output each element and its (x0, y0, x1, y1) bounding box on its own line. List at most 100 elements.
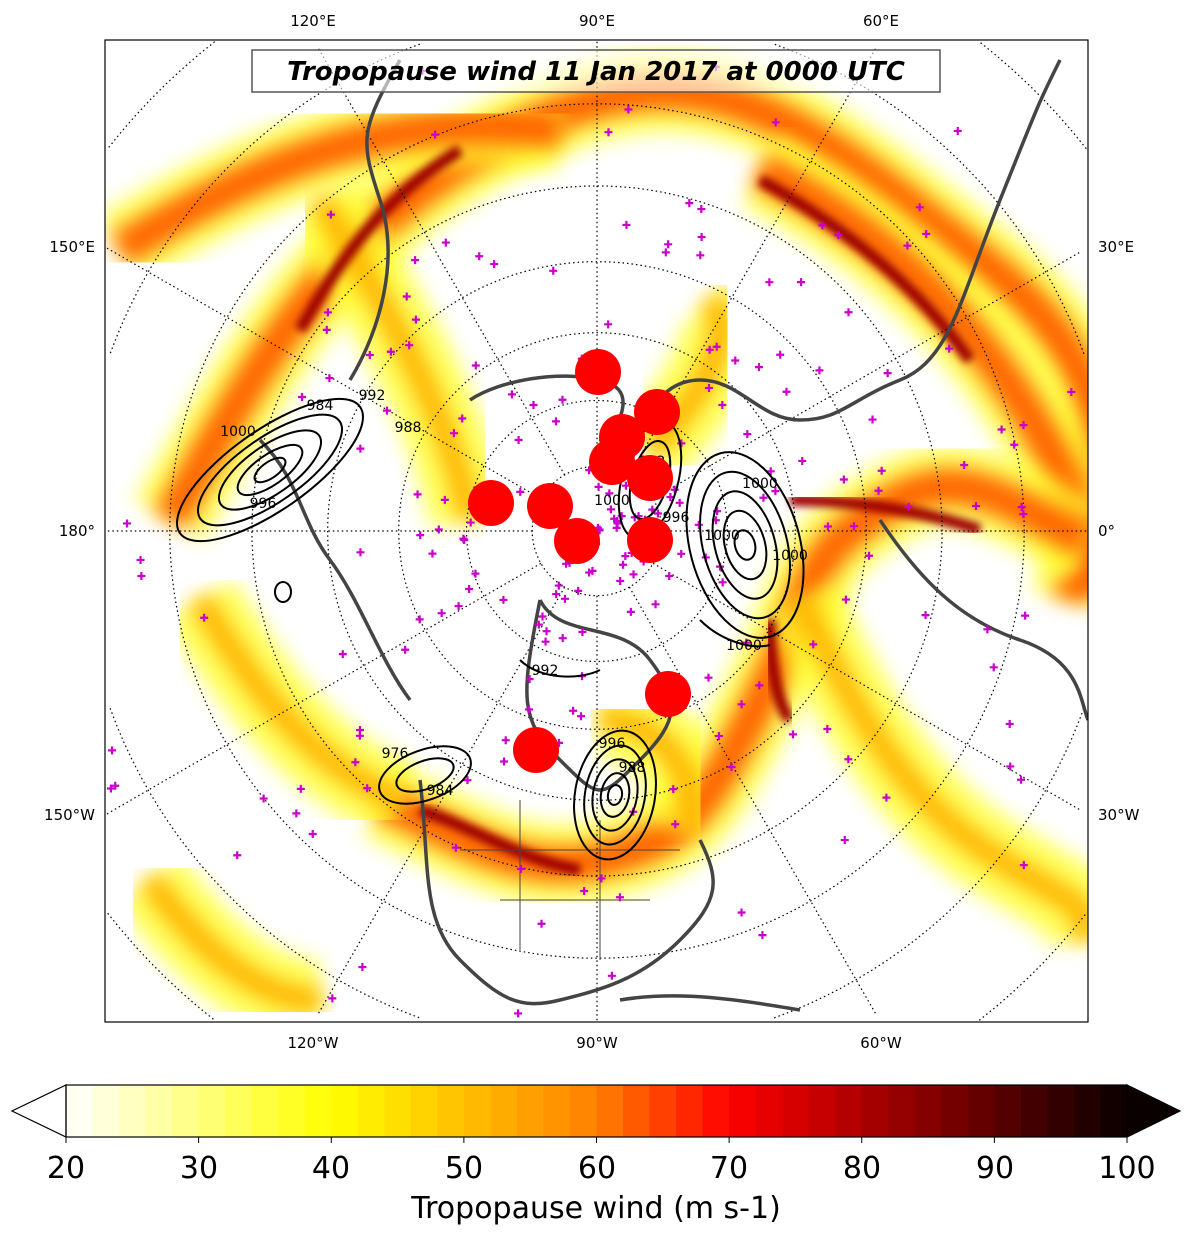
lon-label: 150°E (49, 238, 95, 256)
wind-band-strong (751, 153, 1088, 606)
station-marker (449, 429, 458, 438)
station-marker (960, 460, 969, 469)
station-marker (997, 425, 1006, 434)
station-marker (499, 595, 508, 604)
station-marker (501, 736, 510, 745)
station-marker (616, 576, 625, 585)
colorbar-tick: 70 (710, 1151, 748, 1186)
station-marker (465, 585, 474, 594)
red-circle (627, 517, 673, 563)
colorbar-tick: 80 (843, 1151, 881, 1186)
lon-label: 90°E (579, 12, 615, 30)
colorbar-bin (198, 1085, 226, 1137)
jet-core (757, 174, 975, 364)
station-marker (754, 363, 763, 372)
station-marker (661, 248, 670, 257)
station-marker (577, 712, 586, 721)
isobar (395, 757, 455, 793)
colorbar-bin (66, 1085, 94, 1137)
station-marker (416, 531, 425, 540)
colorbar-bin (278, 1085, 306, 1137)
latitude-circle (465, 399, 729, 663)
isobar (606, 784, 624, 806)
station-marker (989, 663, 998, 672)
station-marker (840, 836, 849, 845)
coastline (348, 59, 402, 381)
title-box: Tropopause wind 11 Jan 2017 at 0000 UTC (251, 49, 941, 93)
colorbar-bin (835, 1085, 863, 1137)
isobar (711, 490, 779, 600)
station-marker (542, 627, 551, 636)
station-marker (841, 595, 850, 604)
station-marker (823, 522, 832, 531)
station-marker (108, 746, 117, 755)
station-marker (437, 609, 446, 618)
colorbar-bin (304, 1085, 332, 1137)
station-marker (323, 308, 332, 317)
isobar (699, 619, 771, 648)
station-marker (454, 602, 463, 611)
colorbar-bin (384, 1085, 412, 1137)
lon-label: 120°E (290, 12, 336, 30)
station-marker (629, 570, 638, 579)
station-marker (415, 615, 424, 624)
colorbar-tick: 20 (47, 1151, 85, 1186)
station-marker (758, 931, 767, 940)
station-marker (549, 266, 558, 275)
station-marker (619, 560, 628, 569)
station-marker (459, 534, 468, 543)
colorbar-bin (437, 1085, 465, 1137)
latitude-circle (109, 43, 1085, 1019)
colorbar-bin (649, 1085, 677, 1137)
station-marker (475, 252, 484, 261)
station-marker (405, 341, 414, 350)
colorbar-bin (861, 1085, 889, 1137)
contour-label: 1000 (220, 424, 256, 440)
colorbar-bin (914, 1085, 942, 1137)
colorbar-bin (1100, 1085, 1128, 1137)
station-marker (560, 594, 569, 603)
station-marker (537, 919, 546, 928)
station-marker (574, 586, 583, 595)
station-marker (552, 590, 561, 599)
station-marker (759, 493, 768, 502)
station-marker (106, 784, 115, 793)
contour-label: 992 (532, 663, 559, 679)
station-marker (326, 210, 335, 219)
isobar (236, 443, 304, 497)
station-marker (588, 566, 597, 575)
isobar (685, 451, 805, 639)
station-marker (597, 874, 606, 883)
colorbar-tick: 100 (1098, 1151, 1155, 1186)
station-marker (1010, 440, 1019, 449)
isobar (217, 429, 323, 511)
colorbar-bin (994, 1085, 1022, 1137)
colorbar-bin (623, 1085, 651, 1137)
station-marker (653, 509, 662, 518)
station-marker (604, 320, 613, 329)
station-marker (877, 466, 886, 475)
station-marker (471, 569, 480, 578)
station-marker (607, 971, 616, 980)
station-marker (610, 514, 619, 523)
station-marker (677, 549, 686, 558)
station-marker (972, 501, 981, 510)
station-marker (704, 384, 713, 393)
contour-label: 984 (307, 398, 334, 414)
station-marker (525, 705, 534, 714)
station-marker (111, 781, 120, 790)
station-marker (788, 730, 797, 739)
station-marker (921, 611, 930, 620)
colorbar-bin (543, 1085, 571, 1137)
station-marker (136, 555, 145, 564)
coastlines (258, 59, 1088, 1012)
colorbar-bin (463, 1085, 491, 1137)
isobar (519, 659, 601, 678)
map-area: 1000 984 992 988 996 1000 992 976 984 988 996 1000 1… (105, 40, 1088, 1022)
station-marker (514, 1009, 523, 1018)
colorbar-bin (1020, 1085, 1049, 1137)
station-marker (322, 325, 331, 334)
isobar (274, 581, 292, 603)
colorbar-bin (967, 1085, 995, 1137)
